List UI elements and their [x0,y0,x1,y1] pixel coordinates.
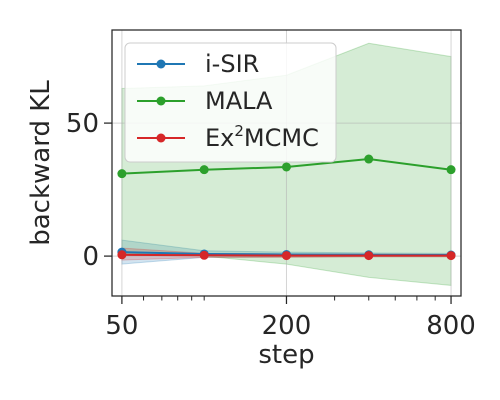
legend-label: MALA [205,87,273,115]
x-tick-label: 200 [262,311,312,341]
legend: i-SIR MALA Ex2MCMC [125,43,336,162]
data-point-ex2mcmc [117,250,126,259]
legend-label: Ex2MCMC [205,122,319,152]
x-tick-label: 50 [105,311,138,341]
data-point-mala [200,165,209,174]
data-point-mala [364,155,373,164]
data-point-mala [282,162,291,171]
data-point-ex2mcmc [364,251,373,260]
data-point-mala [117,169,126,178]
data-point-ex2mcmc [200,251,209,260]
legend-marker-ex2mcmc [157,134,166,143]
y-tick-label: 50 [66,109,99,139]
data-point-mala [447,165,456,174]
x-tick-label: 800 [426,311,476,341]
legend-label: i-SIR [205,50,259,78]
y-tick-label: 0 [82,242,99,272]
data-point-ex2mcmc [447,251,456,260]
y-axis-label: backward KL [26,80,56,246]
legend-marker-mala [157,97,166,106]
x-axis-label: step [258,340,314,370]
data-point-ex2mcmc [282,251,291,260]
legend-marker-i-sir [157,60,166,69]
